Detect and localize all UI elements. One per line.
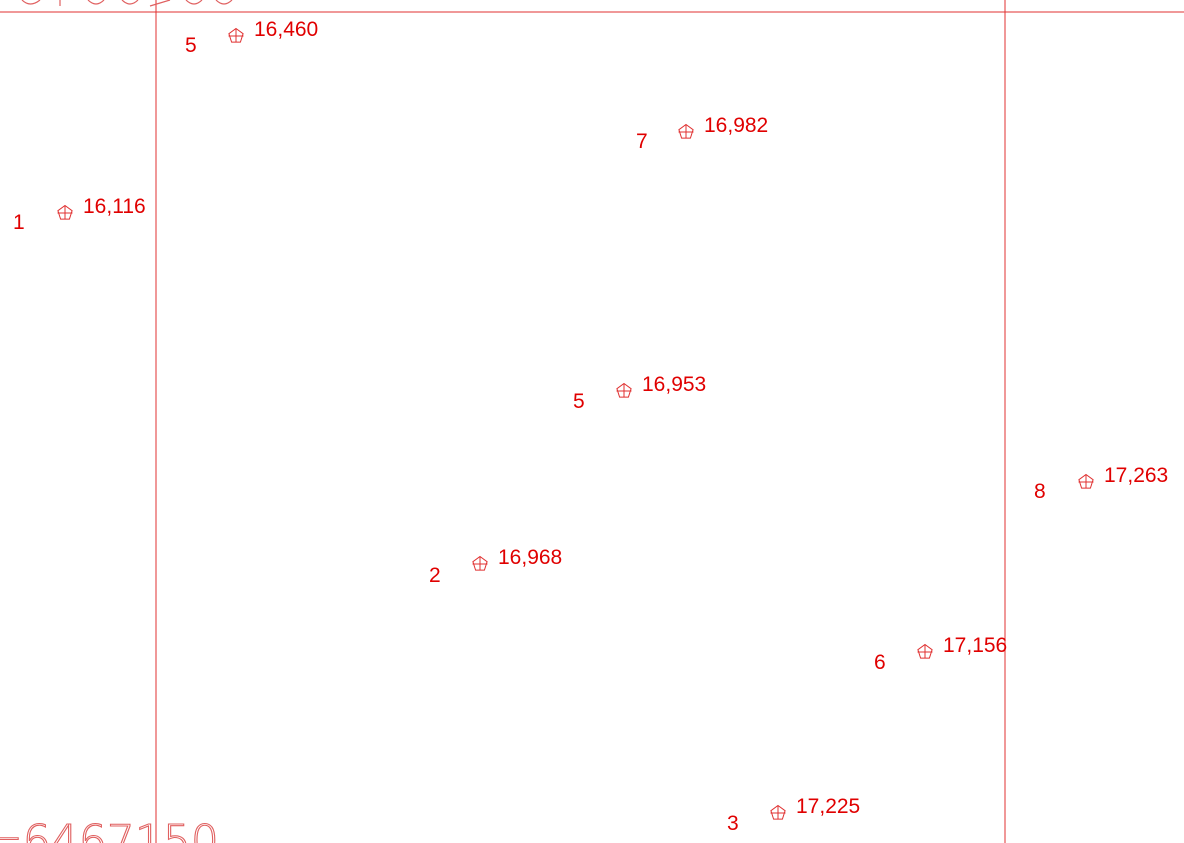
survey-point: 3 17,225 [727, 795, 860, 835]
survey-point-value: 16,968 [498, 546, 562, 569]
survey-marker-icon [472, 555, 488, 571]
survey-points: 5 16,460 7 16,982 1 16,116 5 16,953 8 17,263 2 16,9… [13, 18, 1168, 835]
survey-point-number: 5 [185, 34, 197, 57]
survey-marker-icon [57, 204, 73, 220]
survey-point: 6 17,156 [874, 634, 1007, 674]
survey-point-number: 2 [429, 564, 441, 587]
survey-point: 5 16,460 [185, 18, 318, 57]
survey-marker-icon [228, 27, 244, 43]
survey-point-value: 17,156 [943, 634, 1007, 657]
survey-point: 5 16,953 [573, 373, 706, 413]
survey-point-value: 16,953 [642, 373, 706, 396]
survey-point-value: 17,263 [1104, 464, 1168, 487]
survey-point-value: 17,225 [796, 795, 860, 818]
survey-point: 7 16,982 [636, 114, 768, 153]
survey-point-number: 7 [636, 130, 648, 153]
survey-point-number: 6 [874, 651, 886, 674]
survey-point: 2 16,968 [429, 546, 562, 587]
survey-point: 1 16,116 [13, 195, 146, 234]
survey-marker-icon [616, 382, 632, 398]
coordinate-label-bottom-left: =6467150 [0, 816, 219, 843]
survey-marker-icon [678, 123, 694, 139]
survey-marker-icon [1078, 473, 1094, 489]
survey-marker-icon [917, 643, 933, 659]
top-coordinate-fragment [21, 0, 233, 7]
survey-point-value: 16,982 [704, 114, 768, 137]
survey-point-number: 1 [13, 211, 25, 234]
survey-point-value: 16,460 [254, 18, 318, 41]
survey-point-number: 3 [727, 812, 739, 835]
survey-marker-icon [770, 804, 786, 820]
survey-point-number: 8 [1034, 480, 1046, 503]
survey-point-value: 16,116 [83, 195, 146, 218]
survey-point-number: 5 [573, 390, 585, 413]
survey-point: 8 17,263 [1034, 464, 1168, 503]
